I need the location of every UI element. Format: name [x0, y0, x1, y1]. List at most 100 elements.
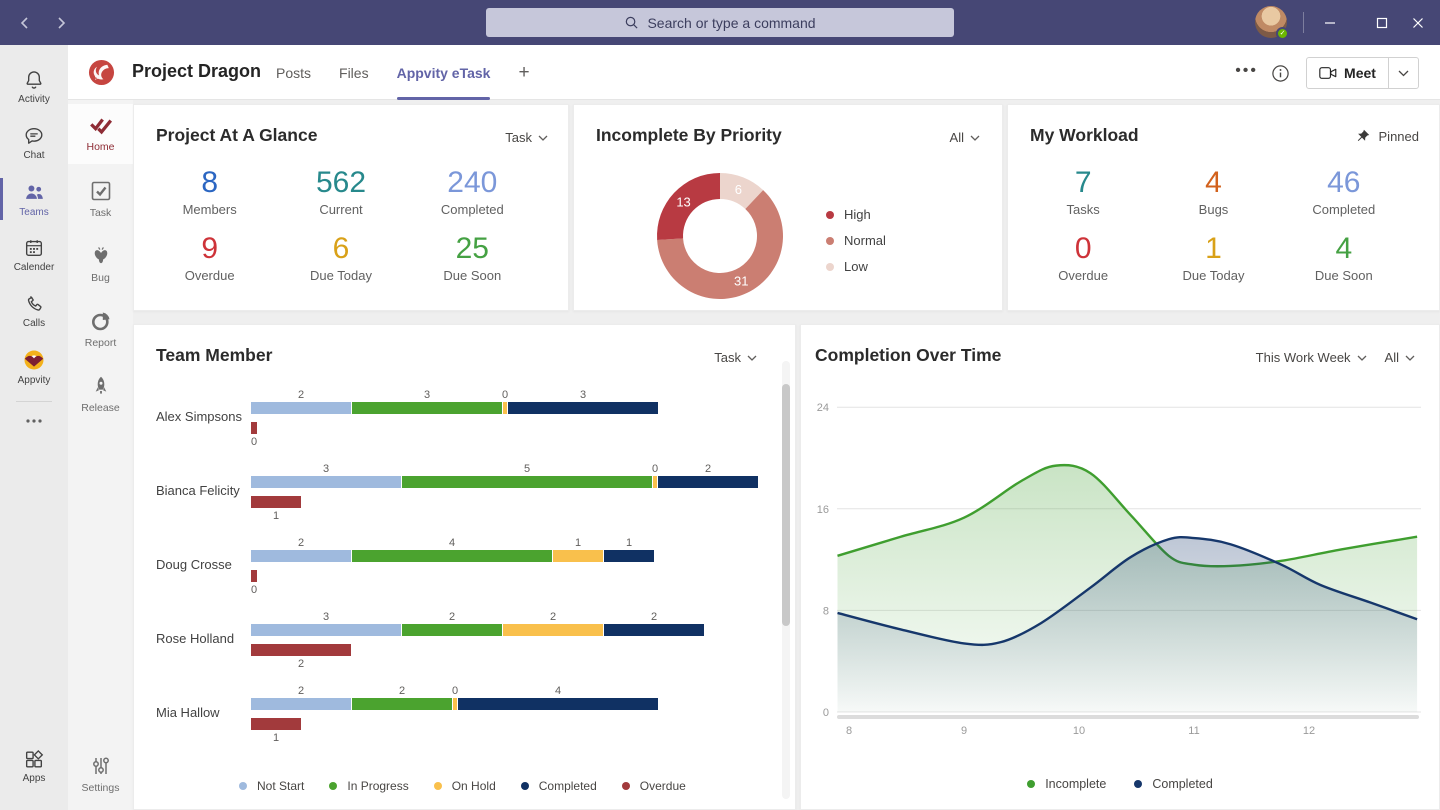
bar-segment[interactable] [658, 476, 758, 488]
rail-more-button[interactable] [0, 406, 68, 436]
forward-icon[interactable] [48, 10, 74, 36]
bar-segment[interactable] [352, 550, 552, 562]
back-icon[interactable] [12, 10, 38, 36]
stat-label: Current [319, 202, 363, 217]
meet-button[interactable]: Meet [1307, 65, 1388, 81]
rail-item-calendar[interactable]: Calender [0, 227, 68, 283]
donut-slice-high[interactable] [657, 173, 720, 240]
bar-segment[interactable] [453, 698, 457, 710]
glance-filter-dropdown[interactable]: Task [505, 130, 548, 145]
search-input[interactable]: Search or type a command [486, 8, 954, 37]
overdue-bar[interactable] [251, 496, 301, 508]
bar-segment[interactable] [251, 624, 401, 636]
stat-cell: 0 Overdue [1018, 233, 1148, 284]
bar-segment[interactable] [604, 550, 654, 562]
tab-appvity-etask[interactable]: Appvity eTask [396, 45, 490, 100]
sidebar-item-report[interactable]: Report [68, 299, 133, 359]
rail-item-apps[interactable]: Apps [0, 738, 68, 794]
bar-segment[interactable] [352, 402, 502, 414]
completion-legend: Incomplete Completed [801, 777, 1439, 791]
sidebar-item-home[interactable]: Home [68, 104, 133, 164]
stat-cell: 240 Completed [407, 167, 538, 218]
overdue-bar[interactable] [251, 422, 257, 434]
sidebar-item-bug[interactable]: Bug [68, 234, 133, 294]
panel-my-workload: My Workload Pinned 7 Tasks 4 Bugs 46 Complete… [1007, 104, 1440, 311]
bar-segment[interactable] [458, 698, 658, 710]
donut-slice-normal[interactable] [657, 190, 783, 299]
bar-segment[interactable] [503, 402, 507, 414]
meet-dropdown-button[interactable] [1388, 58, 1418, 88]
rail-label: Appvity [17, 375, 51, 386]
close-button[interactable] [1396, 0, 1440, 45]
scrollbar-track[interactable] [782, 361, 790, 799]
segment-value-label: 1 [625, 537, 633, 549]
rail-label: Calls [22, 318, 46, 329]
overdue-bar[interactable] [251, 718, 301, 730]
rail-item-activity[interactable]: Activity [0, 59, 68, 115]
priority-filter-dropdown[interactable]: All [950, 130, 980, 145]
series-line-completed [837, 535, 1418, 647]
meet-label: Meet [1344, 65, 1376, 81]
info-icon[interactable] [1271, 64, 1290, 83]
pinned-toggle[interactable]: Pinned [1355, 128, 1419, 144]
panel-project-at-a-glance: Project At A Glance Task 8 Members 562 Curr… [133, 104, 569, 311]
pinned-label: Pinned [1378, 128, 1419, 144]
bar-segment[interactable] [604, 624, 704, 636]
rail-item-teams[interactable]: Teams [0, 171, 68, 227]
stat-cell: 7 Tasks [1018, 167, 1148, 218]
sidebar-item-settings[interactable]: Settings [68, 744, 133, 804]
bar-segment[interactable] [402, 624, 502, 636]
stat-label: Completed [1312, 202, 1376, 217]
tab-files[interactable]: Files [339, 64, 369, 81]
overdue-bar[interactable] [251, 570, 257, 582]
bar-segment[interactable] [352, 698, 452, 710]
bar-segment[interactable] [251, 550, 351, 562]
legend-item: High [826, 207, 886, 222]
stat-value: 25 [455, 232, 489, 265]
tab-posts[interactable]: Posts [276, 64, 312, 81]
bar-segment[interactable] [653, 476, 657, 488]
x-tick-label: 9 [961, 725, 967, 737]
week-filter-dropdown[interactable]: This Work Week [1256, 350, 1367, 365]
sidebar-item-task[interactable]: Task [68, 169, 133, 229]
segment-value-label: 1 [574, 537, 582, 549]
maximize-button[interactable] [1360, 0, 1404, 45]
scrollbar-thumb[interactable] [782, 384, 790, 626]
sidebar-item-release[interactable]: Release [68, 364, 133, 424]
minimize-button[interactable] [1308, 0, 1352, 45]
bar-segment[interactable] [508, 402, 658, 414]
donut-slice-low[interactable] [720, 173, 764, 210]
y-tick-label: 8 [823, 605, 829, 617]
legend-label: Overdue [639, 779, 686, 793]
overdue-bar[interactable] [251, 644, 351, 656]
team-filter-dropdown[interactable]: Task [714, 350, 757, 365]
segment-value-label: 0 [451, 685, 459, 697]
bar-segment[interactable] [402, 476, 652, 488]
meet-split-button: Meet [1306, 57, 1419, 89]
segment-value-label: 5 [523, 463, 531, 475]
legend-item: Not Start [239, 779, 304, 793]
overdue-value-label: 2 [297, 658, 305, 670]
avatar[interactable]: ✓ [1255, 6, 1289, 40]
bar-segment[interactable] [251, 402, 351, 414]
stat-cell: 1 Due Today [1148, 233, 1278, 284]
add-tab-button[interactable]: + [518, 61, 530, 83]
more-options-icon[interactable]: ••• [1235, 62, 1258, 79]
sidebar-label: Task [89, 207, 112, 219]
bar-segment[interactable] [251, 698, 351, 710]
chevron-down-icon [1357, 355, 1367, 361]
bar-segment[interactable] [503, 624, 603, 636]
stat-cell: 25 Due Soon [407, 232, 538, 284]
rail-item-chat[interactable]: Chat [0, 115, 68, 171]
bar-segment[interactable] [251, 476, 401, 488]
team-dragon-logo-icon [88, 59, 115, 86]
bar-segment[interactable] [553, 550, 603, 562]
rail-item-appvity[interactable]: Appvity [0, 339, 68, 395]
segment-value-label: 3 [322, 611, 330, 623]
all-filter-dropdown[interactable]: All [1385, 350, 1415, 365]
search-placeholder: Search or type a command [647, 14, 816, 31]
legend-dot-icon [1027, 780, 1036, 788]
channel-header: Project Dragon Posts Files Appvity eTask… [68, 45, 1440, 100]
rail-item-calls[interactable]: Calls [0, 283, 68, 339]
priority-donut-chart: 6 31 13 [657, 173, 783, 299]
